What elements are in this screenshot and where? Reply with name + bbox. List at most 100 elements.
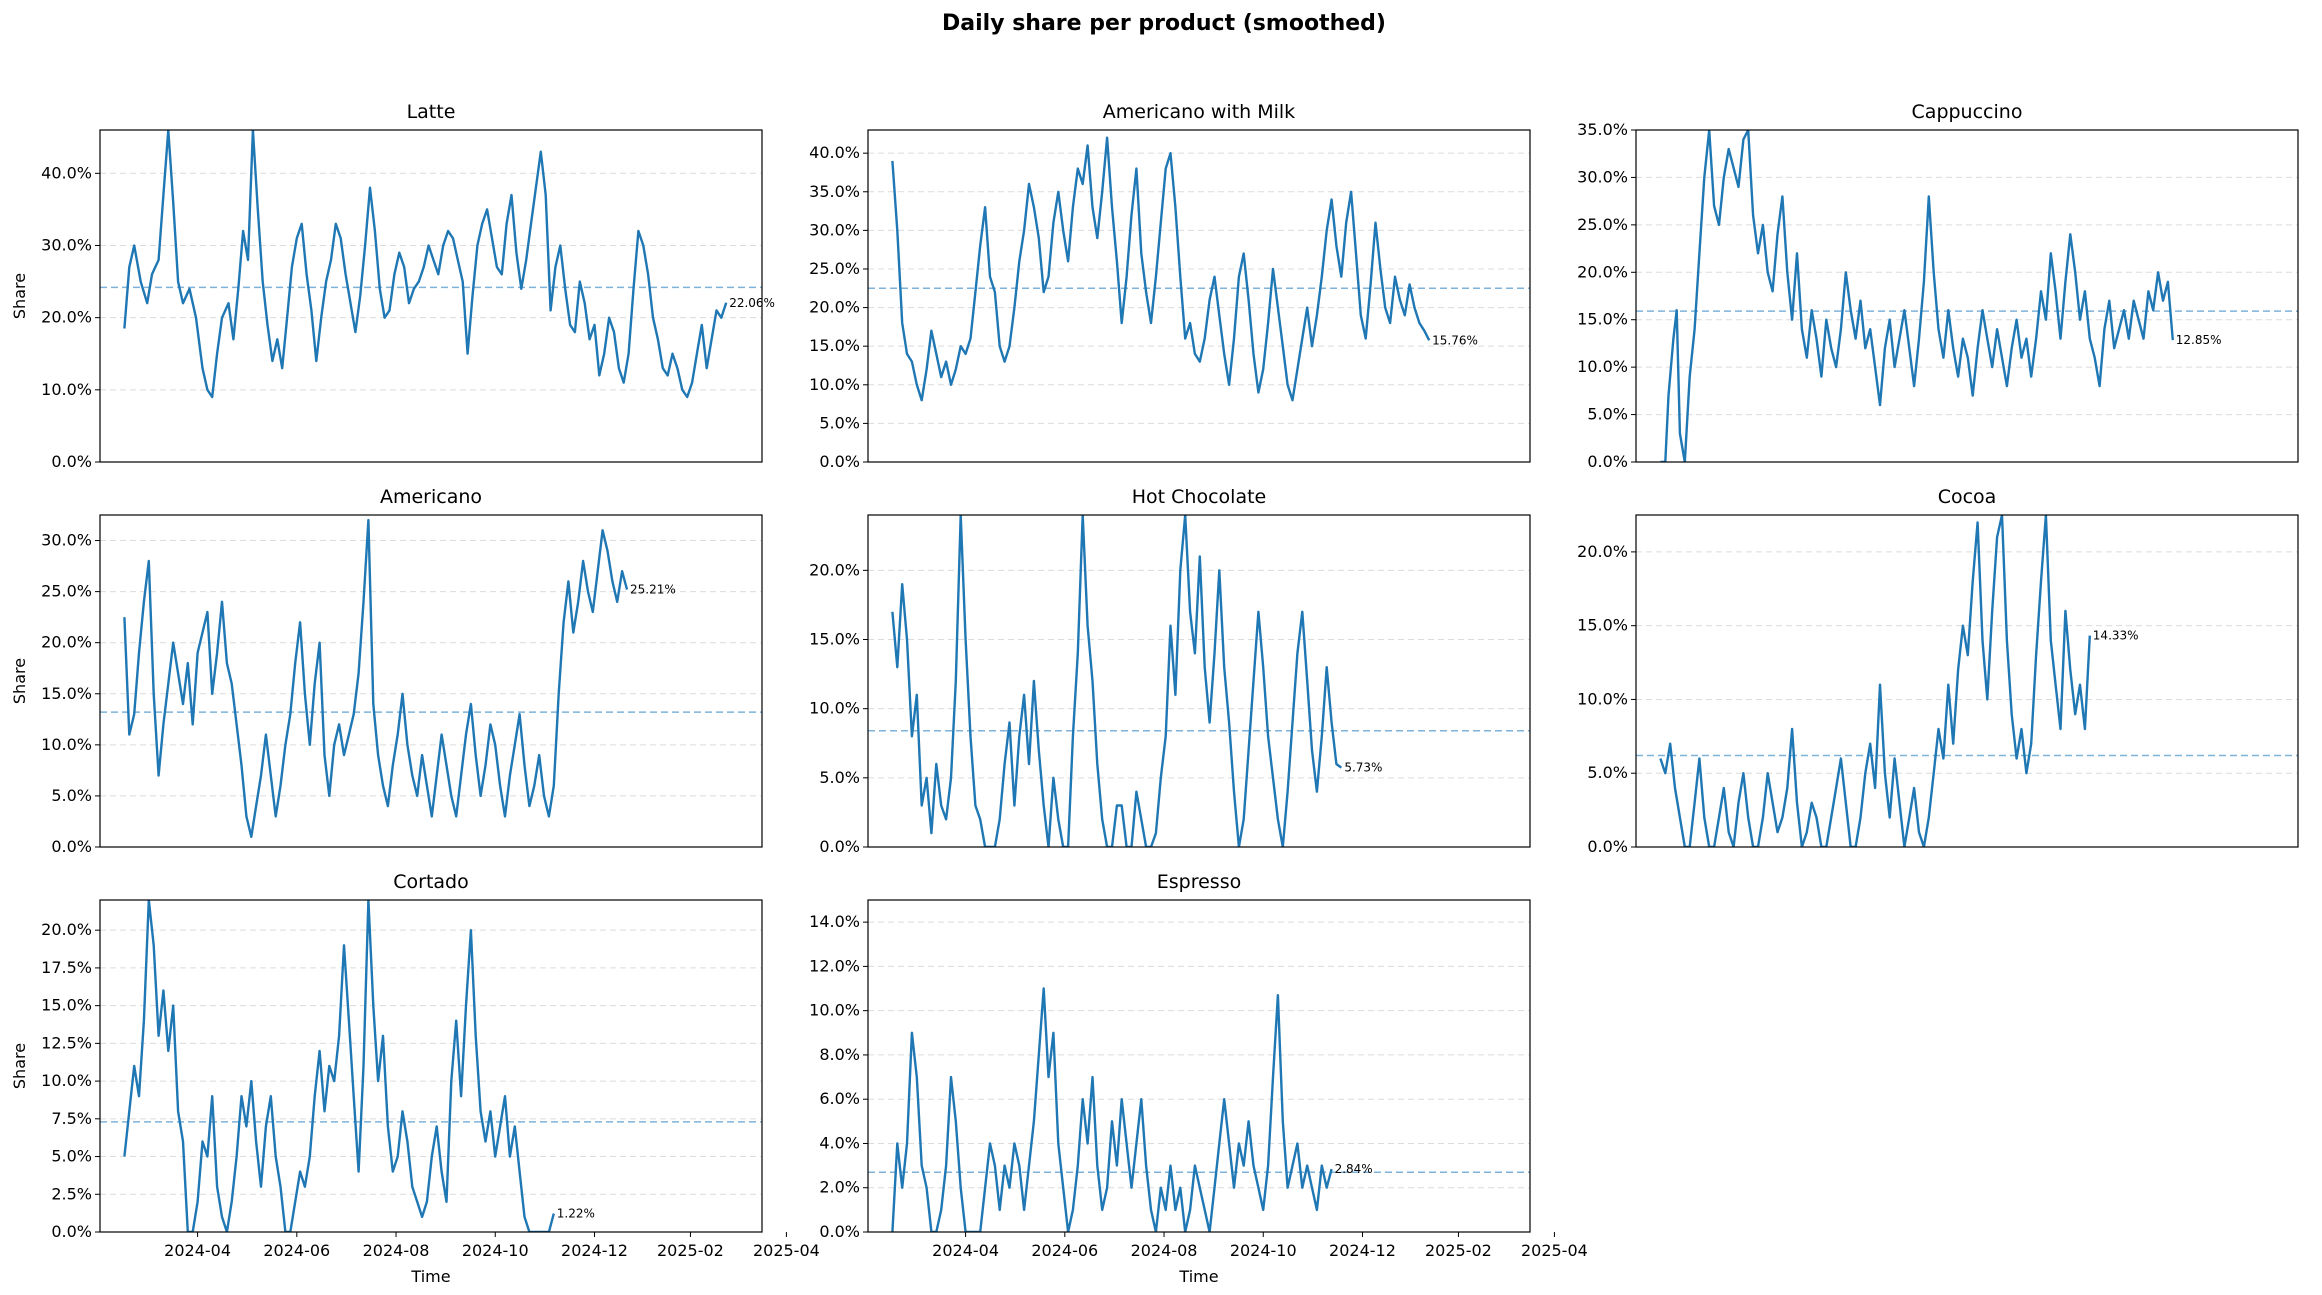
panel-title: Cappuccino: [1912, 101, 2023, 123]
y-tick-label: 5.0%: [51, 1147, 92, 1166]
y-tick-label: 5.0%: [51, 786, 92, 805]
last-value-label: 12.85%: [2176, 333, 2222, 347]
panel-espresso: Espresso 0.0% 2.0% 4.0% 6.0% 8.0% 10.0% 12.0% 14…: [809, 871, 1588, 1286]
y-tick-label: 30.0%: [41, 235, 92, 254]
y-tick-label: 15.0%: [41, 996, 92, 1015]
y-tick-label: 25.0%: [41, 582, 92, 601]
y-tick-label: 15.0%: [41, 684, 92, 703]
y-tick-label: 20.0%: [1577, 262, 1628, 281]
y-tick-label: 0.0%: [819, 1222, 860, 1241]
panel-title: Americano with Milk: [1103, 101, 1295, 123]
y-tick-label: 40.0%: [41, 163, 92, 182]
x-tick-label: 2025-02: [657, 1241, 724, 1260]
y-tick-label: 35.0%: [809, 182, 860, 201]
x-axis-label: Time: [410, 1267, 450, 1286]
x-tick-label: 2024-04: [932, 1241, 999, 1260]
x-axis-label: Time: [1178, 1267, 1218, 1286]
y-tick-label: 20.0%: [41, 308, 92, 327]
axes-frame: [99, 899, 763, 1233]
y-axis-label: Share: [10, 1043, 29, 1089]
x-tick-label: 2024-10: [1230, 1241, 1297, 1260]
y-tick-label: 20.0%: [41, 633, 92, 652]
y-tick-label: 10.0%: [41, 1071, 92, 1090]
axes-frame: [1635, 129, 2299, 463]
panel-title: Espresso: [1157, 871, 1241, 893]
y-tick-label: 20.0%: [1577, 542, 1628, 561]
axes-frame: [99, 129, 763, 463]
series-line: [1660, 130, 2174, 462]
y-tick-label: 10.0%: [809, 1001, 860, 1020]
panel-cappuccino: Cappuccino 0.0% 5.0% 10.0% 15.0% 20.0% 25.0% 30…: [1577, 101, 2299, 471]
y-tick-label: 10.0%: [1577, 357, 1628, 376]
y-tick-label: 10.0%: [41, 380, 92, 399]
y-tick-label: 20.0%: [809, 298, 860, 317]
y-axis-label: Share: [10, 658, 29, 704]
series-line: [123, 518, 629, 838]
y-tick-label: 20.0%: [809, 560, 860, 579]
y-tick-label: 6.0%: [819, 1089, 860, 1108]
y-tick-label: 7.5%: [51, 1109, 92, 1128]
last-value-label: 15.76%: [1432, 333, 1478, 347]
panel-cocoa: Cocoa 0.0% 5.0% 10.0% 15.0% 20.0% 14.33%: [1577, 486, 2299, 856]
last-value-label: 25.21%: [630, 582, 676, 596]
y-tick-label: 0.0%: [51, 452, 92, 471]
y-tick-label: 15.0%: [1577, 310, 1628, 329]
y-tick-label: 15.0%: [1577, 616, 1628, 635]
y-tick-label: 10.0%: [1577, 689, 1628, 708]
x-tick-label: 2024-08: [1131, 1241, 1198, 1260]
x-tick-label: 2024-10: [462, 1241, 529, 1260]
y-tick-label: 0.0%: [819, 452, 860, 471]
series-line: [891, 987, 1333, 1232]
y-tick-label: 25.0%: [1577, 215, 1628, 234]
panel-title: Hot Chocolate: [1132, 486, 1266, 508]
panels: Latte 0.0% 10.0% 20.0% 30.0% 40.0% 22.06% Share…: [10, 101, 2299, 1286]
y-tick-label: 40.0%: [809, 143, 860, 162]
last-value-label: 14.33%: [2093, 629, 2139, 643]
y-axis-label: Share: [10, 273, 29, 319]
panel-cortado: Cortado 0.0% 2.5% 5.0% 7.5% 10.0% 12.5% 15.0% 17…: [10, 871, 820, 1286]
y-tick-label: 5.0%: [1587, 763, 1628, 782]
axes-frame: [99, 514, 763, 848]
axes-frame: [867, 514, 1531, 848]
y-tick-label: 17.5%: [41, 958, 92, 977]
x-tick-label: 2024-12: [1329, 1241, 1396, 1260]
last-value-label: 2.84%: [1335, 1162, 1373, 1176]
y-tick-label: 12.5%: [41, 1033, 92, 1052]
panel-americano-with-milk: Americano with Milk 0.0% 5.0% 10.0% 15.0% 20.…: [809, 101, 1531, 471]
y-tick-label: 25.0%: [809, 259, 860, 278]
panel-latte: Latte 0.0% 10.0% 20.0% 30.0% 40.0% 22.06% Share: [10, 101, 775, 471]
axes-frame: [867, 899, 1531, 1233]
y-tick-label: 12.0%: [809, 956, 860, 975]
y-tick-label: 15.0%: [809, 630, 860, 649]
x-tick-label: 2025-04: [753, 1241, 820, 1260]
x-tick-label: 2024-08: [363, 1241, 430, 1260]
y-tick-label: 15.0%: [809, 336, 860, 355]
figure-title: Daily share per product (smoothed): [942, 11, 1386, 36]
x-tick-label: 2025-02: [1425, 1241, 1492, 1260]
y-tick-label: 0.0%: [51, 837, 92, 856]
y-tick-label: 30.0%: [1577, 167, 1628, 186]
x-tick-label: 2024-04: [164, 1241, 231, 1260]
y-tick-label: 0.0%: [51, 1222, 92, 1241]
y-tick-label: 0.0%: [1587, 452, 1628, 471]
y-tick-label: 5.0%: [819, 413, 860, 432]
x-tick-label: 2024-12: [561, 1241, 628, 1260]
y-tick-label: 10.0%: [809, 699, 860, 718]
y-tick-label: 0.0%: [1587, 837, 1628, 856]
y-tick-label: 5.0%: [819, 768, 860, 787]
series-line: [1659, 515, 2091, 847]
y-tick-label: 8.0%: [819, 1045, 860, 1064]
y-tick-label: 2.0%: [819, 1178, 860, 1197]
panel-title: Cocoa: [1938, 486, 1997, 508]
last-value-label: 5.73%: [1344, 761, 1382, 775]
y-tick-label: 30.0%: [41, 531, 92, 550]
y-tick-label: 4.0%: [819, 1133, 860, 1152]
panel-title: Latte: [407, 101, 456, 123]
axes-frame: [867, 129, 1531, 463]
series-line: [123, 130, 728, 399]
last-value-label: 22.06%: [729, 296, 775, 310]
y-tick-label: 2.5%: [51, 1184, 92, 1203]
y-tick-label: 35.0%: [1577, 120, 1628, 139]
y-tick-label: 10.0%: [809, 375, 860, 394]
y-tick-label: 30.0%: [809, 220, 860, 239]
